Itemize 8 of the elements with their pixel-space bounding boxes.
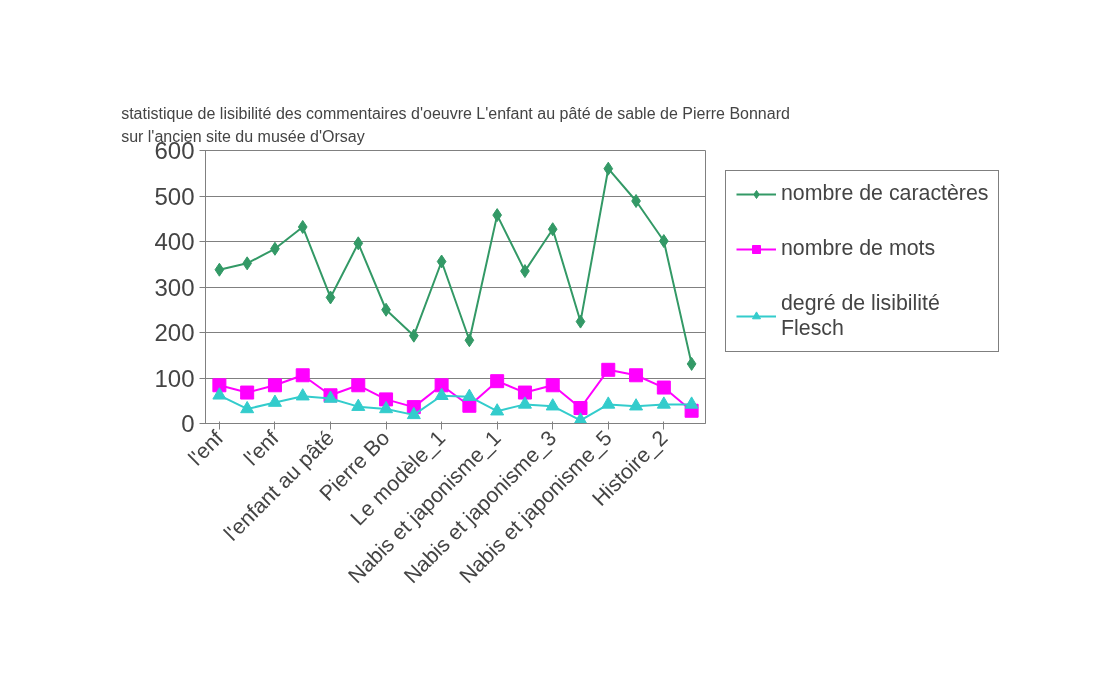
legend-label: nombre de caractères [781,181,989,206]
legend-label: nombre de mots [781,236,936,261]
y-tick-label: 400 [154,228,195,255]
y-tick-label: 300 [154,273,195,301]
y-tick-label: 200 [154,319,195,346]
legend-label: degré de lisibilité Flesch [781,291,940,341]
y-tick-label: 100 [154,364,195,392]
y-tick-label: 500 [154,182,195,210]
